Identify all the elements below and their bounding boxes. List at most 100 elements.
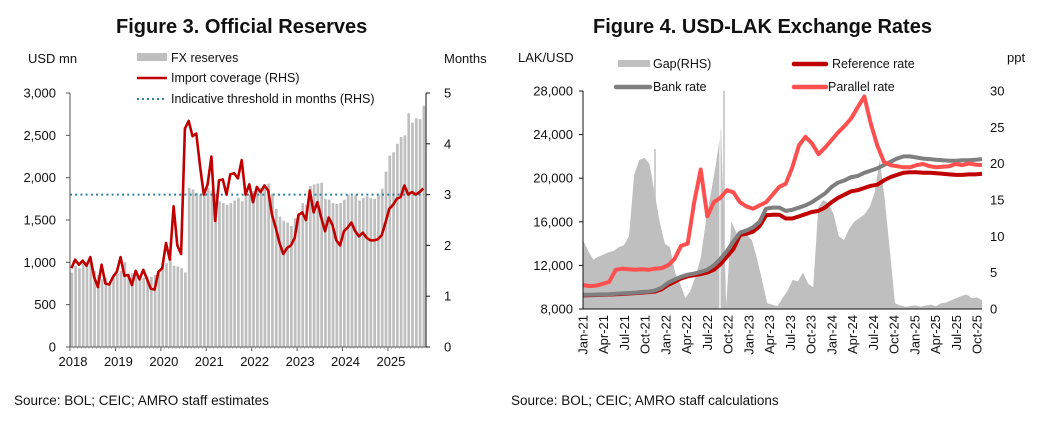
fx-reserves-bar [153, 275, 157, 347]
fx-reserves-bar [354, 194, 358, 347]
fx-reserves-bar [199, 194, 202, 347]
legend-label-import-coverage: Import coverage (RHS) [171, 71, 300, 85]
x-tick-label: Oct-24 [887, 315, 902, 354]
x-tick-label: 2021 [195, 354, 224, 369]
fx-reserves-bar [100, 279, 104, 347]
fx-reserves-bar [119, 270, 123, 347]
left-axis-unit-label: LAK/USD [518, 50, 574, 65]
fx-reserves-bar [380, 188, 384, 347]
legend-label-reference-rate: Reference rate [832, 57, 915, 71]
fx-reserves-bar [286, 222, 289, 347]
figure-4-source: Source: BOL; CEIC; AMRO staff calculatio… [511, 393, 779, 408]
fx-reserves-bar [93, 270, 96, 347]
parallel-rate-line [582, 94, 983, 289]
fx-reserves-bar [233, 200, 236, 347]
fx-reserves-bar [339, 203, 342, 347]
right-y-tick-label: 15 [990, 193, 1004, 208]
fx-reserves-bar [407, 113, 411, 347]
x-tick-label: Jan-21 [576, 315, 591, 355]
fx-reserves-bar [123, 262, 127, 347]
fx-reserves-bar [335, 203, 339, 347]
fx-reserves-bar [210, 190, 214, 347]
legend-swatch-gap [618, 60, 650, 67]
left-y-tick-label: 0 [49, 340, 56, 355]
fx-reserves-bar [308, 186, 312, 347]
fx-reserves-bar [278, 216, 282, 347]
x-tick-label: Apr-25 [928, 315, 943, 354]
fx-reserves-bar [327, 199, 331, 347]
right-y-tick-label: 30 [990, 84, 1004, 99]
fx-reserves-bar [146, 276, 149, 347]
right-y-tick-label: 2 [444, 238, 451, 253]
figure-3-title: Figure 3. Official Reserves [116, 16, 368, 38]
fx-reserves-bar [373, 198, 377, 347]
fx-reserves-bar [263, 184, 267, 347]
fx-reserves-bar [369, 197, 373, 347]
x-tick-label: Jan-24 [824, 315, 839, 355]
bank-rate-line [582, 154, 983, 297]
fx-reserves-bar [138, 279, 142, 347]
fx-reserves-bar [259, 187, 263, 347]
fx-reserves-bar [343, 199, 346, 347]
fx-reserves-bar [229, 203, 233, 347]
fx-reserves-bar [365, 196, 369, 347]
fx-reserves-bar [274, 208, 278, 347]
fx-reserves-bar [297, 213, 301, 347]
right-y-tick-label: 25 [990, 120, 1004, 135]
right-y-tick-label: 5 [990, 265, 997, 280]
fx-reserves-bar [320, 182, 324, 347]
right-y-tick-label: 3 [444, 187, 451, 202]
fx-reserves-bar [271, 193, 274, 347]
figure-3-source: Source: BOL; CEIC; AMRO staff estimates [14, 393, 269, 408]
figure-3-legend: FX reserves Import coverage (RHS) Indicati… [137, 51, 375, 106]
fx-reserves-bar [248, 194, 252, 347]
x-tick-label: Jan-23 [741, 315, 756, 355]
fx-reserves-bar [290, 225, 293, 347]
figure-4-chart: LAK/USD ppt 8,000 12,000 16,000 20,000 24,000 2… [518, 50, 1025, 355]
fx-reserves-bar [89, 258, 93, 347]
fx-reserves-bar [221, 203, 225, 347]
fx-reserves-bar [81, 262, 85, 347]
fx-reserves-bar [358, 200, 361, 347]
legend-label-gap: Gap(RHS) [653, 57, 711, 71]
fx-reserves-bar [202, 195, 206, 347]
x-tick-label: Jul-22 [700, 315, 715, 350]
left-y-tick-label: 2,500 [23, 128, 56, 143]
x-tick-label: 2018 [59, 354, 88, 369]
fx-reserves-bar [346, 194, 350, 347]
fx-reserves-bar [316, 183, 320, 347]
left-y-tick-label: 1,500 [23, 213, 56, 228]
fx-reserves-bar [225, 204, 229, 347]
fx-reserves-bar [411, 122, 414, 347]
fx-reserves-bar [70, 272, 74, 347]
fx-reserves-bar [392, 152, 395, 347]
fx-reserves-bar [418, 119, 422, 347]
figure-4-legend: Gap(RHS) Reference rate Bank rate Parallel … [613, 57, 915, 94]
x-tick-label: Jul-23 [783, 315, 798, 350]
right-y-tick-label: 20 [990, 156, 1004, 171]
right-y-tick-label: 10 [990, 229, 1004, 244]
right-y-tick-label: 1 [444, 289, 451, 304]
x-tick-label: Jan-22 [658, 315, 673, 355]
x-tick-label: 2023 [286, 354, 315, 369]
fx-reserves-bar [172, 265, 176, 347]
left-y-tick-label: 16,000 [533, 214, 573, 229]
fx-reserves-bar [127, 274, 130, 347]
x-tick-label: Oct-25 [970, 315, 985, 354]
right-y-tick-label: 5 [444, 86, 451, 101]
left-y-tick-label: 12,000 [533, 258, 573, 273]
legend-label-fx-reserves: FX reserves [171, 51, 238, 65]
right-y-tick-label: 4 [444, 136, 451, 151]
right-axis-unit-label: Months [444, 51, 487, 66]
fx-reserves-bar [282, 220, 286, 347]
fx-reserves-bar [214, 194, 218, 347]
fx-reserves-bar [388, 155, 392, 347]
left-y-tick-label: 2,000 [23, 170, 56, 185]
left-axis-unit-label: USD mn [28, 51, 77, 66]
fx-reserves-bar [422, 105, 426, 347]
fx-reserves-bar [218, 201, 221, 347]
fx-reserves-bar [252, 191, 255, 347]
fx-reserves-bar [85, 265, 89, 347]
fx-reserves-bar [377, 194, 380, 347]
fx-reserves-bar [267, 183, 271, 347]
